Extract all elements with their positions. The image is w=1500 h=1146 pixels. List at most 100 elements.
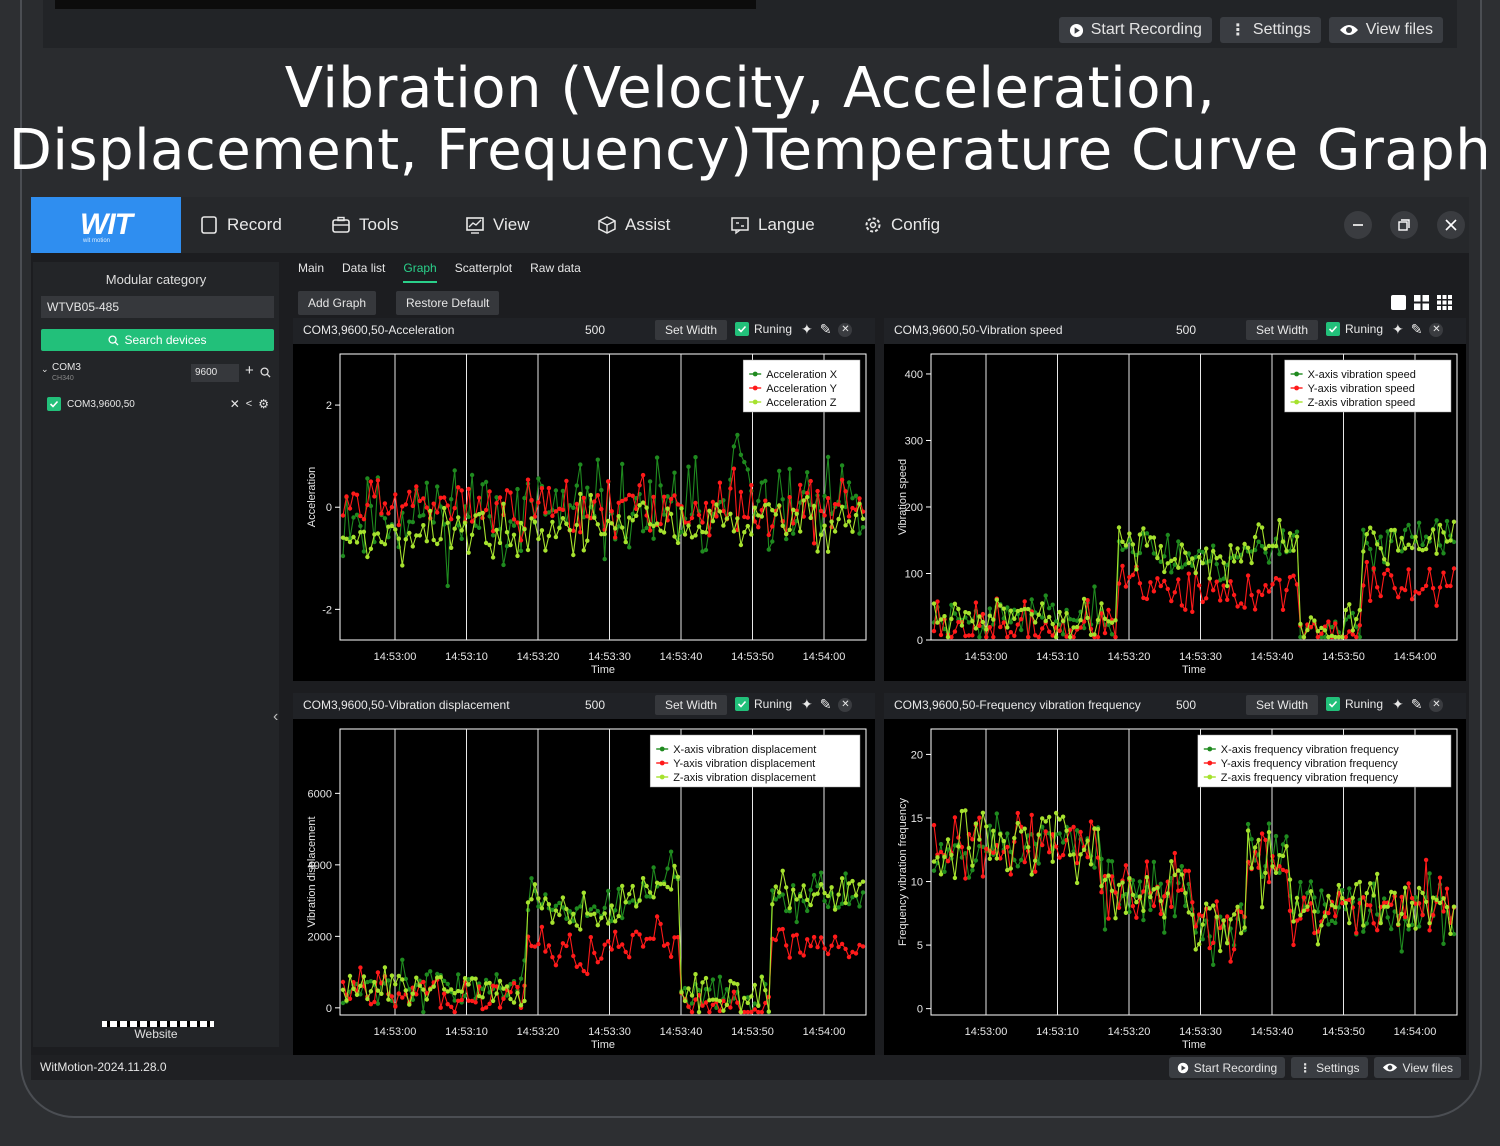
device-close-icon[interactable]: ✕: [229, 397, 240, 411]
data-point: [661, 943, 667, 948]
website-link[interactable]: Website: [134, 1027, 178, 1041]
data-point: [595, 923, 600, 928]
chevron-down-icon[interactable]: ⌄: [41, 364, 49, 374]
panel-close-icon[interactable]: ✕: [1429, 322, 1444, 337]
data-point: [1151, 859, 1157, 865]
tab-main[interactable]: Main: [298, 261, 325, 275]
running-toggle[interactable]: Runing: [1326, 322, 1383, 336]
edit-icon[interactable]: ✎: [819, 321, 832, 337]
broom-icon[interactable]: ✦: [801, 321, 813, 337]
tab-data-list[interactable]: Data list: [342, 261, 386, 275]
close-window-button[interactable]: [1437, 211, 1465, 239]
data-point: [1287, 531, 1293, 536]
top-view-files-button[interactable]: View files: [1328, 17, 1443, 43]
menu-assist[interactable]: Assist: [597, 197, 670, 253]
search-devices-button[interactable]: Search devices: [41, 329, 274, 351]
data-point: [952, 601, 958, 606]
data-point: [745, 515, 750, 520]
data-point: [1019, 857, 1024, 863]
data-point: [1200, 549, 1205, 555]
broom-icon[interactable]: ✦: [1392, 321, 1404, 337]
edit-icon[interactable]: ✎: [1410, 321, 1423, 337]
tab-scatterplot[interactable]: Scatterplot: [454, 261, 513, 275]
broom-icon[interactable]: ✦: [801, 696, 813, 712]
model-select[interactable]: WTVB05-485: [41, 296, 274, 318]
panel-close-icon[interactable]: ✕: [838, 697, 853, 712]
edit-icon[interactable]: ✎: [1410, 696, 1423, 712]
top-start-recording-button[interactable]: Start Recording: [1058, 17, 1212, 43]
menu-langue[interactable]: Langue: [730, 197, 815, 253]
x-tick-label: 14:54:00: [803, 1026, 846, 1038]
layout-quad-icon[interactable]: [1413, 294, 1430, 311]
set-width-button[interactable]: Set Width: [1246, 695, 1319, 715]
panel-close-icon[interactable]: ✕: [1429, 697, 1444, 712]
data-point: [1200, 599, 1205, 605]
running-toggle[interactable]: Runing: [735, 322, 792, 336]
data-point: [511, 523, 517, 528]
menu-tools[interactable]: Tools: [331, 197, 399, 253]
menu-view[interactable]: View: [465, 197, 530, 253]
add-graph-button[interactable]: Add Graph: [298, 291, 377, 315]
data-point: [700, 529, 705, 535]
view-files-button[interactable]: View files: [1373, 1057, 1461, 1078]
y-axis-label: Frequency vibration frequency: [897, 798, 909, 946]
menu-config[interactable]: Config: [863, 197, 940, 253]
data-point: [675, 540, 681, 546]
y-tick-label: 0: [326, 1003, 332, 1015]
data-point: [1420, 542, 1425, 548]
data-point: [1392, 586, 1397, 591]
set-width-button[interactable]: Set Width: [655, 695, 728, 715]
settings-button[interactable]: ⋮ Settings: [1291, 1057, 1368, 1078]
data-point: [368, 546, 374, 551]
device-share-icon[interactable]: <: [245, 398, 253, 410]
layout-nine-icon[interactable]: [1436, 294, 1453, 311]
device-checkbox[interactable]: [47, 397, 61, 411]
start-recording-button[interactable]: Start Recording: [1168, 1057, 1286, 1078]
data-point: [846, 519, 852, 524]
add-port-icon[interactable]: +: [245, 362, 254, 379]
check-icon: [1328, 700, 1338, 708]
broom-icon[interactable]: ✦: [1392, 696, 1404, 712]
data-point: [358, 523, 363, 529]
set-width-button[interactable]: Set Width: [1246, 320, 1319, 340]
running-checkbox[interactable]: [1326, 322, 1340, 336]
menu-record[interactable]: Record: [199, 197, 282, 253]
tab-raw-data[interactable]: Raw data: [530, 261, 581, 275]
data-point: [435, 971, 440, 977]
data-point: [644, 936, 649, 942]
edit-icon[interactable]: ✎: [819, 696, 832, 712]
running-label: Runing: [754, 322, 793, 336]
data-point: [787, 909, 792, 914]
layout-single-icon[interactable]: [1390, 294, 1407, 311]
search-port-icon[interactable]: [260, 367, 271, 378]
panel-close-icon[interactable]: ✕: [838, 322, 853, 337]
top-settings-button[interactable]: ⋮ Settings: [1219, 17, 1321, 43]
data-point: [469, 998, 475, 1004]
data-point: [707, 525, 712, 531]
collapse-sidebar-icon[interactable]: ‹: [273, 708, 279, 725]
data-point: [1245, 545, 1251, 550]
running-checkbox[interactable]: [1326, 697, 1340, 711]
set-width-button[interactable]: Set Width: [655, 320, 728, 340]
restore-window-button[interactable]: [1390, 211, 1418, 239]
data-point: [735, 982, 740, 987]
baud-field[interactable]: 9600: [191, 364, 239, 382]
data-point: [536, 904, 541, 909]
data-point: [1444, 583, 1450, 589]
running-toggle[interactable]: Runing: [1326, 697, 1383, 711]
data-point: [1176, 868, 1181, 873]
data-point: [442, 991, 447, 996]
minimize-button[interactable]: [1344, 211, 1372, 239]
device-row[interactable]: COM3,9600,50 ✕ < ⚙: [47, 395, 269, 413]
tab-graph[interactable]: Graph: [403, 259, 437, 283]
running-checkbox[interactable]: [735, 697, 749, 711]
restore-default-button[interactable]: Restore Default: [396, 291, 500, 315]
data-point: [1036, 612, 1041, 617]
data-point: [756, 1009, 761, 1015]
data-point: [654, 880, 660, 885]
running-toggle[interactable]: Runing: [735, 697, 792, 711]
device-gear-icon[interactable]: ⚙: [258, 397, 269, 411]
running-checkbox[interactable]: [735, 322, 749, 336]
data-point: [798, 894, 803, 899]
x-tick-label: 14:53:40: [1251, 1026, 1294, 1038]
